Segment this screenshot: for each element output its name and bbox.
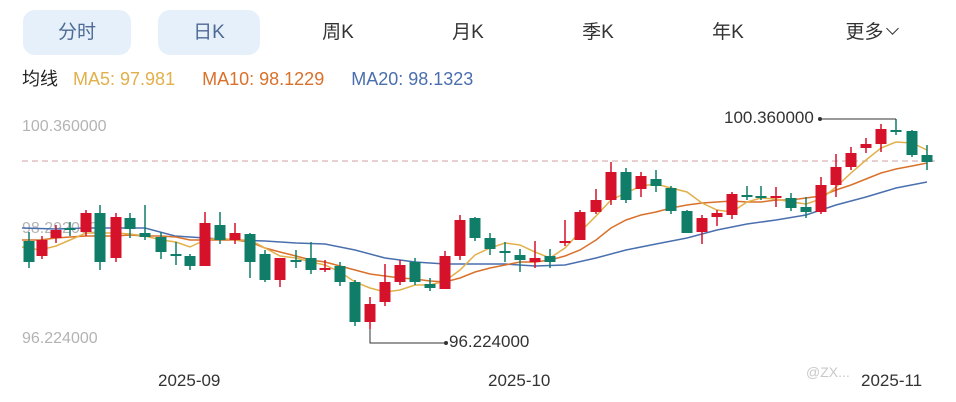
ma-legend-title: 均线 bbox=[22, 69, 58, 89]
tab-quarterly-k[interactable]: 季K bbox=[558, 10, 638, 55]
candles bbox=[23, 119, 933, 329]
low-marker-dot bbox=[444, 341, 448, 345]
ma5-value: MA5: 97.981 bbox=[73, 69, 176, 89]
y-axis-top-label: 100.360000 bbox=[22, 118, 107, 135]
tab-monthly-k-label: 月K bbox=[452, 22, 484, 43]
tab-more[interactable]: 更多 bbox=[826, 10, 916, 55]
x-axis-label-nov: 2025-11 bbox=[861, 371, 923, 390]
tab-intraday[interactable]: 分时 bbox=[23, 10, 131, 55]
watermark: @ZX... bbox=[806, 364, 850, 380]
tab-daily-k[interactable]: 日K bbox=[158, 10, 260, 55]
tab-monthly-k[interactable]: 月K bbox=[428, 10, 508, 55]
tab-weekly-k[interactable]: 周K bbox=[298, 10, 378, 55]
x-axis-label-oct: 2025-10 bbox=[488, 371, 551, 390]
tab-intraday-label: 分时 bbox=[57, 22, 96, 43]
y-axis-bottom-label: 96.224000 bbox=[22, 330, 98, 347]
tab-daily-k-label: 日K bbox=[193, 22, 225, 43]
tab-more-label: 更多 bbox=[845, 22, 884, 43]
low-marker-line bbox=[369, 329, 446, 344]
tab-yearly-k-label: 年K bbox=[712, 22, 744, 43]
ma-legend: 均线 MA5: 97.981 MA10: 98.1229 MA20: 98.13… bbox=[22, 66, 495, 92]
low-marker-label: 96.224000 bbox=[449, 332, 530, 351]
ma20-value: MA20: 98.1323 bbox=[351, 69, 474, 89]
tab-weekly-k-label: 周K bbox=[322, 22, 354, 43]
ma20-line bbox=[21, 181, 928, 267]
tab-yearly-k[interactable]: 年K bbox=[688, 10, 768, 55]
x-axis-label-sep: 2025-09 bbox=[158, 371, 221, 390]
high-marker-dot bbox=[818, 117, 822, 121]
ma10-value: MA10: 98.1229 bbox=[202, 69, 325, 89]
high-marker-label: 100.360000 bbox=[724, 108, 814, 127]
period-tabs: 分时 日K 周K 月K 季K 年K 更多 bbox=[0, 10, 956, 56]
tab-quarterly-k-label: 季K bbox=[582, 22, 614, 43]
